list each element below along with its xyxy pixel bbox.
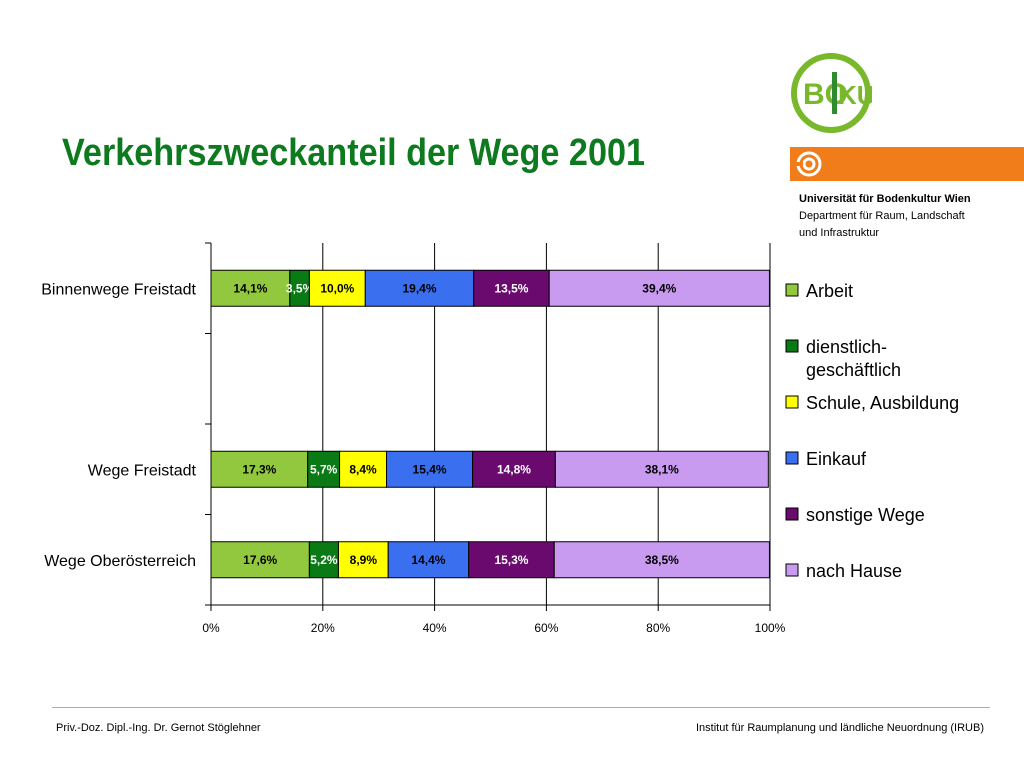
data-label: 15,4% bbox=[413, 462, 447, 476]
bar-segment bbox=[386, 450, 474, 488]
legend-swatch bbox=[785, 339, 799, 353]
data-label: 14,1% bbox=[233, 281, 267, 295]
data-label: 17,3% bbox=[242, 462, 276, 476]
legend-swatch bbox=[785, 507, 799, 521]
stacked-bar-chart: 14,1% 3,5% 10,0% 19,4% 13,5% 39,4% 17,3% 5,7% 8,… bbox=[41, 242, 959, 635]
data-label: 14,8% bbox=[497, 462, 531, 476]
data-label: 15,3% bbox=[494, 553, 528, 567]
data-label: 5,7% bbox=[310, 462, 338, 476]
bar-segment bbox=[308, 269, 366, 307]
boku-logo: BO KU bbox=[790, 50, 876, 136]
logo-text-bo: BO bbox=[803, 78, 848, 111]
department-line-2: und Infrastruktur bbox=[799, 227, 880, 239]
legend-swatch bbox=[785, 283, 799, 297]
bar-segment bbox=[339, 450, 388, 488]
data-label: 38,1% bbox=[645, 462, 679, 476]
bar-segment bbox=[337, 541, 389, 579]
data-label: 10,0% bbox=[320, 281, 354, 295]
bar-segment bbox=[210, 541, 310, 579]
data-label: 8,9% bbox=[350, 553, 378, 567]
legend-label: Arbeit bbox=[806, 281, 853, 301]
data-label: 14,4% bbox=[411, 553, 445, 567]
data-label: 19,4% bbox=[402, 281, 436, 295]
legend-swatch bbox=[785, 451, 799, 465]
x-tick-label: 40% bbox=[423, 621, 447, 635]
legend-label: Schule, Ausbildung bbox=[806, 393, 959, 413]
legend-swatch bbox=[785, 395, 799, 409]
x-tick-label: 60% bbox=[534, 621, 558, 635]
slide-title: Verkehrszweckanteil der Wege 2001 bbox=[62, 132, 646, 174]
bar-segment bbox=[553, 541, 770, 579]
footer-divider bbox=[52, 707, 990, 708]
data-label: 13,5% bbox=[494, 281, 528, 295]
department-line-1: Department für Raum, Landschaft bbox=[799, 210, 965, 222]
legend-label: Einkauf bbox=[806, 449, 867, 469]
footer-author: Priv.-Doz. Dipl.-Ing. Dr. Gernot Stögleh… bbox=[56, 722, 261, 734]
data-label: 39,4% bbox=[642, 281, 676, 295]
bar-segment bbox=[548, 269, 770, 307]
category-label: Binnenwege Freistadt bbox=[41, 281, 196, 298]
category-label: Wege Oberösterreich bbox=[44, 553, 196, 570]
footer-institute: Institut für Raumplanung und ländliche N… bbox=[696, 722, 984, 734]
swirl-icon bbox=[794, 151, 822, 177]
category-label: Wege Freistadt bbox=[88, 462, 197, 479]
logo-text-ku: KU bbox=[838, 80, 872, 110]
bar-segment bbox=[473, 269, 550, 307]
orange-banner bbox=[790, 147, 1024, 181]
legend-label: nach Hause bbox=[806, 561, 902, 581]
legend-label: dienstlich- bbox=[806, 337, 887, 357]
x-tick-label: 20% bbox=[311, 621, 335, 635]
legend-label: sonstige Wege bbox=[806, 505, 925, 525]
data-label: 17,6% bbox=[243, 553, 277, 567]
x-tick-label: 80% bbox=[646, 621, 670, 635]
x-tick-label: 100% bbox=[755, 621, 786, 635]
bar-segment bbox=[387, 541, 470, 579]
x-tick-label: 0% bbox=[202, 621, 220, 635]
legend-swatch bbox=[785, 563, 799, 577]
data-label: 5,2% bbox=[310, 553, 338, 567]
university-info: Universität für Bodenkultur Wien Departm… bbox=[799, 191, 971, 242]
data-label: 3,5% bbox=[286, 281, 314, 295]
bar-segment bbox=[554, 450, 769, 488]
data-label: 38,5% bbox=[645, 553, 679, 567]
legend-label: geschäftlich bbox=[806, 360, 901, 380]
bar-segment bbox=[308, 541, 339, 579]
bar-segment bbox=[472, 450, 556, 488]
bar-segment bbox=[210, 269, 291, 307]
data-label: 8,4% bbox=[349, 462, 377, 476]
bar-segment bbox=[307, 450, 341, 488]
university-name: Universität für Bodenkultur Wien bbox=[799, 193, 971, 205]
